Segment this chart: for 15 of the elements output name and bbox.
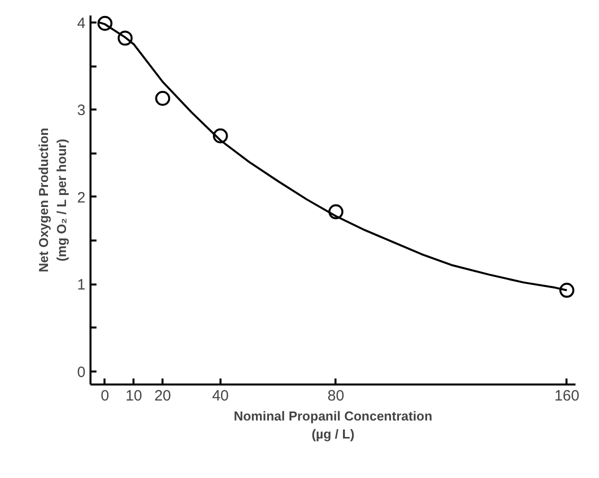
x-axis-title: Nominal Propanil Concentration (µg / L)	[234, 408, 432, 442]
y-tick-label: 1	[77, 276, 86, 294]
y-tick-label: 3	[77, 102, 86, 120]
x-tick-label: 160	[554, 388, 580, 404]
x-tick-label: 40	[212, 388, 229, 404]
point	[155, 90, 170, 106]
y-axis-title: Net Oxygen Production (mg O₂ / L per hour)	[36, 128, 70, 272]
x-tick-label: 0	[100, 388, 110, 404]
point	[559, 282, 574, 298]
y-tick-label: 2	[77, 189, 86, 206]
x-tick-label: 80	[328, 388, 344, 404]
x-tick-label: 10	[125, 388, 142, 404]
x-tick-label: 20	[154, 388, 172, 404]
y-tick-label: 4	[77, 14, 86, 32]
y-tick-label: 0	[77, 364, 86, 381]
